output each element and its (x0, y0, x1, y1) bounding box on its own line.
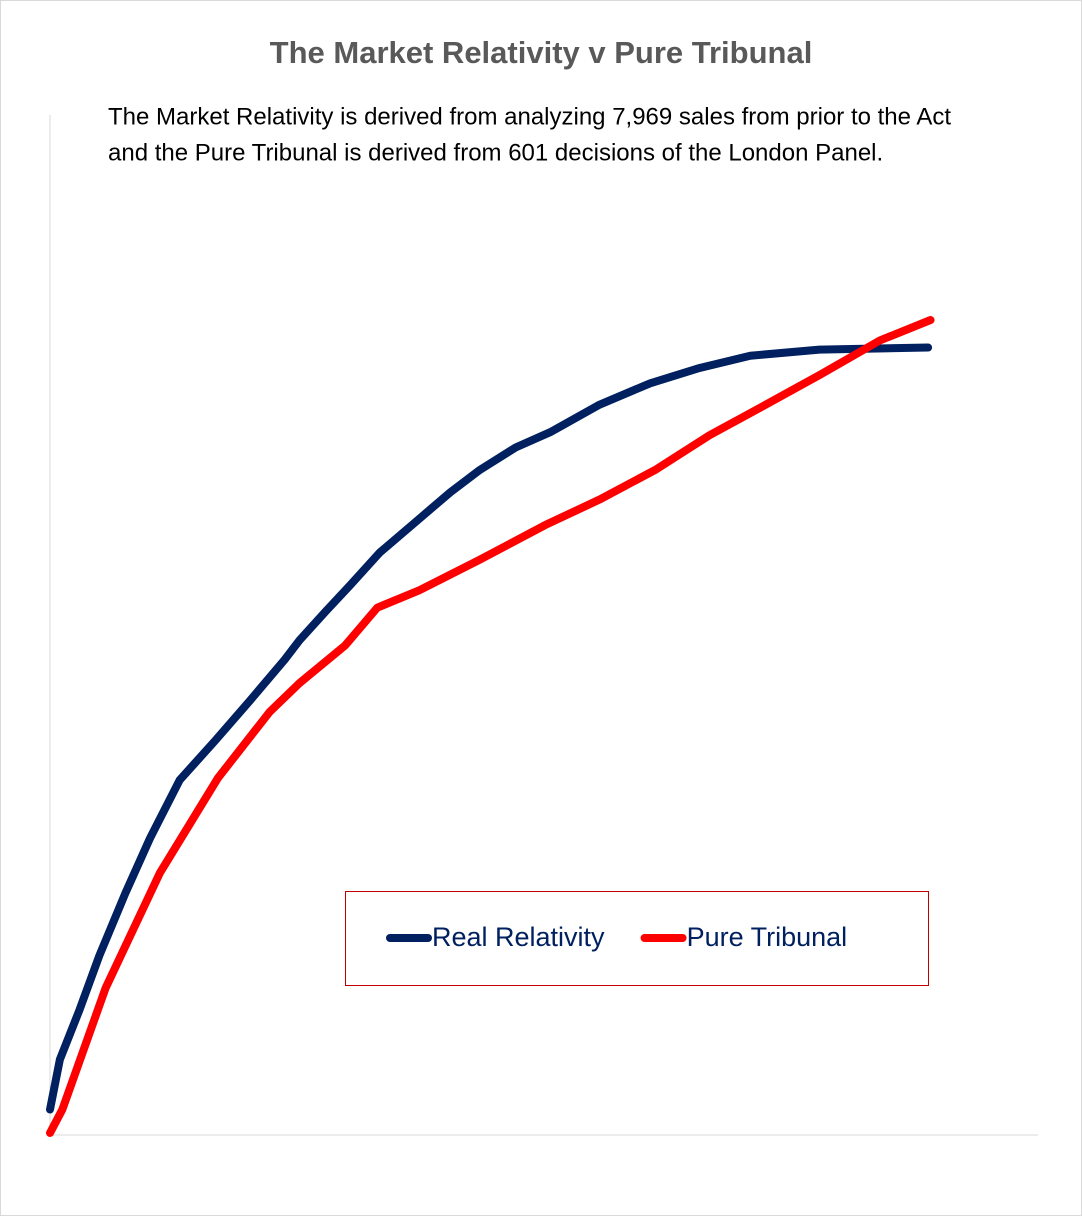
subtitle-line: The Market Relativity is derived from an… (108, 103, 951, 130)
subtitle-line: and the Pure Tribunal is derived from 60… (108, 139, 883, 166)
chart-title: The Market Relativity v Pure Tribunal (270, 35, 813, 70)
series-line (46, 316, 935, 1137)
legend-label: Pure Tribunal (687, 922, 848, 952)
series-line (46, 343, 933, 1114)
legend-label: Real Relativity (432, 922, 605, 952)
legend-box (345, 891, 929, 986)
